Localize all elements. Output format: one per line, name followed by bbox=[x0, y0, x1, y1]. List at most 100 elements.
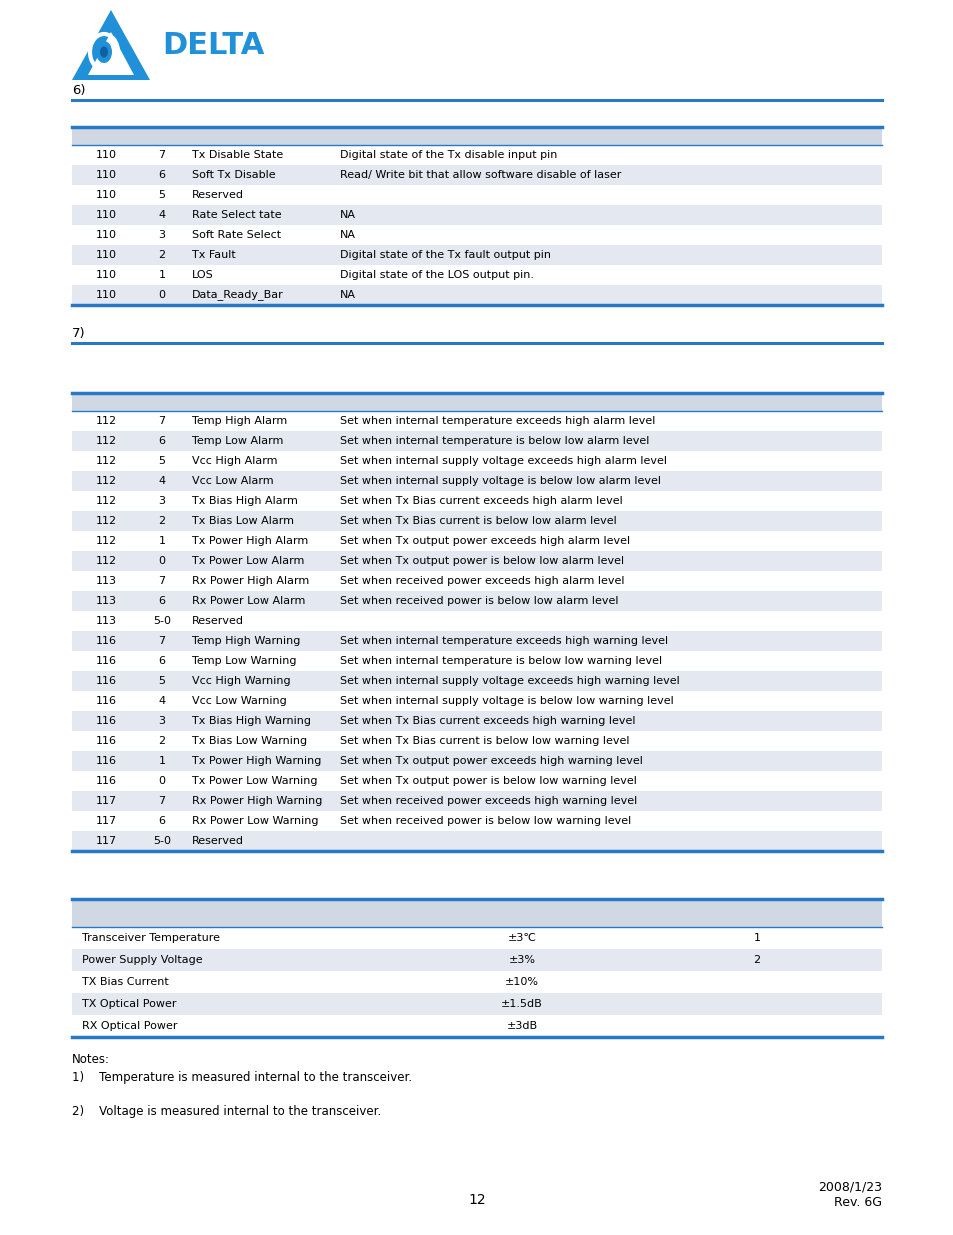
Text: 116: 116 bbox=[95, 776, 116, 785]
Bar bbox=[71, 144, 882, 165]
Text: 1)    Temperature is measured internal to the transceiver.: 1) Temperature is measured internal to t… bbox=[71, 1071, 412, 1084]
Text: NA: NA bbox=[339, 210, 355, 220]
Text: 112: 112 bbox=[95, 496, 116, 506]
Bar bbox=[71, 285, 882, 305]
Text: 3: 3 bbox=[158, 496, 165, 506]
Bar bbox=[71, 1015, 882, 1037]
Bar bbox=[71, 651, 882, 671]
Text: Tx Bias Low Alarm: Tx Bias Low Alarm bbox=[192, 516, 294, 526]
Text: Temp Low Alarm: Temp Low Alarm bbox=[192, 436, 283, 446]
Text: 6: 6 bbox=[158, 170, 165, 180]
Text: 116: 116 bbox=[95, 736, 116, 746]
Bar bbox=[71, 511, 882, 531]
Bar bbox=[71, 531, 882, 551]
Text: Rev. 6G: Rev. 6G bbox=[833, 1195, 882, 1209]
Text: Temp High Alarm: Temp High Alarm bbox=[192, 416, 287, 426]
Text: Digital state of the Tx disable input pin: Digital state of the Tx disable input pi… bbox=[339, 149, 557, 161]
Text: 6: 6 bbox=[158, 597, 165, 606]
Text: Rx Power High Alarm: Rx Power High Alarm bbox=[192, 576, 309, 585]
Text: 4: 4 bbox=[158, 475, 166, 487]
Text: Tx Bias High Alarm: Tx Bias High Alarm bbox=[192, 496, 297, 506]
Text: ±10%: ±10% bbox=[504, 977, 538, 987]
Ellipse shape bbox=[100, 47, 108, 58]
Text: 7): 7) bbox=[71, 327, 86, 340]
Text: NA: NA bbox=[339, 290, 355, 300]
Text: TX Bias Current: TX Bias Current bbox=[82, 977, 169, 987]
Text: 117: 117 bbox=[95, 797, 116, 806]
Text: 0: 0 bbox=[158, 776, 165, 785]
Text: Digital state of the LOS output pin.: Digital state of the LOS output pin. bbox=[339, 270, 534, 280]
Bar bbox=[71, 692, 882, 711]
Bar bbox=[71, 971, 882, 993]
Text: Vcc High Warning: Vcc High Warning bbox=[192, 676, 291, 685]
Text: Set when internal supply voltage is below low alarm level: Set when internal supply voltage is belo… bbox=[339, 475, 660, 487]
Text: Set when internal temperature is below low alarm level: Set when internal temperature is below l… bbox=[339, 436, 649, 446]
Text: 1: 1 bbox=[753, 932, 760, 944]
Text: Soft Rate Select: Soft Rate Select bbox=[192, 230, 281, 240]
Text: Temp High Warning: Temp High Warning bbox=[192, 636, 300, 646]
Text: 6: 6 bbox=[158, 436, 165, 446]
Text: 112: 112 bbox=[95, 456, 116, 466]
Bar bbox=[71, 948, 882, 971]
Text: 6: 6 bbox=[158, 656, 165, 666]
Text: Tx Power Low Warning: Tx Power Low Warning bbox=[192, 776, 317, 785]
Text: 110: 110 bbox=[95, 290, 116, 300]
Text: 110: 110 bbox=[95, 210, 116, 220]
Text: 116: 116 bbox=[95, 656, 116, 666]
Text: Set when Tx Bias current exceeds high warning level: Set when Tx Bias current exceeds high wa… bbox=[339, 716, 635, 726]
Text: Vcc Low Warning: Vcc Low Warning bbox=[192, 697, 287, 706]
Text: 112: 112 bbox=[95, 436, 116, 446]
Text: 110: 110 bbox=[95, 190, 116, 200]
Text: Soft Tx Disable: Soft Tx Disable bbox=[192, 170, 275, 180]
Bar bbox=[71, 205, 882, 225]
Text: Tx Bias Low Warning: Tx Bias Low Warning bbox=[192, 736, 307, 746]
Text: 110: 110 bbox=[95, 230, 116, 240]
Polygon shape bbox=[88, 32, 133, 75]
Text: 0: 0 bbox=[158, 556, 165, 566]
Text: Set when internal temperature is below low warning level: Set when internal temperature is below l… bbox=[339, 656, 661, 666]
Text: ±1.5dB: ±1.5dB bbox=[500, 999, 542, 1009]
Bar bbox=[71, 551, 882, 571]
Text: RX Optical Power: RX Optical Power bbox=[82, 1021, 177, 1031]
Text: 116: 116 bbox=[95, 756, 116, 766]
Text: 1: 1 bbox=[158, 270, 165, 280]
Text: Vcc High Alarm: Vcc High Alarm bbox=[192, 456, 277, 466]
Text: 2: 2 bbox=[158, 249, 166, 261]
Text: 110: 110 bbox=[95, 270, 116, 280]
Text: Reserved: Reserved bbox=[192, 190, 244, 200]
Text: 0: 0 bbox=[158, 290, 165, 300]
Text: 113: 113 bbox=[95, 597, 116, 606]
Text: Reserved: Reserved bbox=[192, 616, 244, 626]
Text: TX Optical Power: TX Optical Power bbox=[82, 999, 176, 1009]
Text: Tx Bias High Warning: Tx Bias High Warning bbox=[192, 716, 311, 726]
Bar bbox=[71, 711, 882, 731]
Text: 110: 110 bbox=[95, 149, 116, 161]
Text: Power Supply Voltage: Power Supply Voltage bbox=[82, 955, 202, 965]
Text: 117: 117 bbox=[95, 816, 116, 826]
Text: 2)    Voltage is measured internal to the transceiver.: 2) Voltage is measured internal to the t… bbox=[71, 1105, 381, 1118]
Text: 7: 7 bbox=[158, 149, 166, 161]
Bar bbox=[71, 451, 882, 471]
Bar bbox=[71, 431, 882, 451]
Bar bbox=[71, 266, 882, 285]
Text: 2: 2 bbox=[158, 736, 166, 746]
Text: 112: 112 bbox=[95, 416, 116, 426]
Text: 117: 117 bbox=[95, 836, 116, 846]
Text: Set when Tx output power is below low warning level: Set when Tx output power is below low wa… bbox=[339, 776, 637, 785]
Bar bbox=[71, 185, 882, 205]
Text: 6): 6) bbox=[71, 84, 86, 98]
Bar bbox=[71, 631, 882, 651]
Bar bbox=[71, 127, 882, 144]
Text: Tx Power High Alarm: Tx Power High Alarm bbox=[192, 536, 308, 546]
Text: 110: 110 bbox=[95, 249, 116, 261]
Text: ±3dB: ±3dB bbox=[506, 1021, 537, 1031]
Bar bbox=[71, 571, 882, 592]
Text: Vcc Low Alarm: Vcc Low Alarm bbox=[192, 475, 274, 487]
Text: 7: 7 bbox=[158, 576, 166, 585]
Text: 110: 110 bbox=[95, 170, 116, 180]
Bar bbox=[71, 225, 882, 245]
Text: Set when internal temperature exceeds high warning level: Set when internal temperature exceeds hi… bbox=[339, 636, 667, 646]
Text: ±3%: ±3% bbox=[508, 955, 535, 965]
Text: 5-0: 5-0 bbox=[152, 836, 171, 846]
Text: Set when Tx Bias current exceeds high alarm level: Set when Tx Bias current exceeds high al… bbox=[339, 496, 622, 506]
